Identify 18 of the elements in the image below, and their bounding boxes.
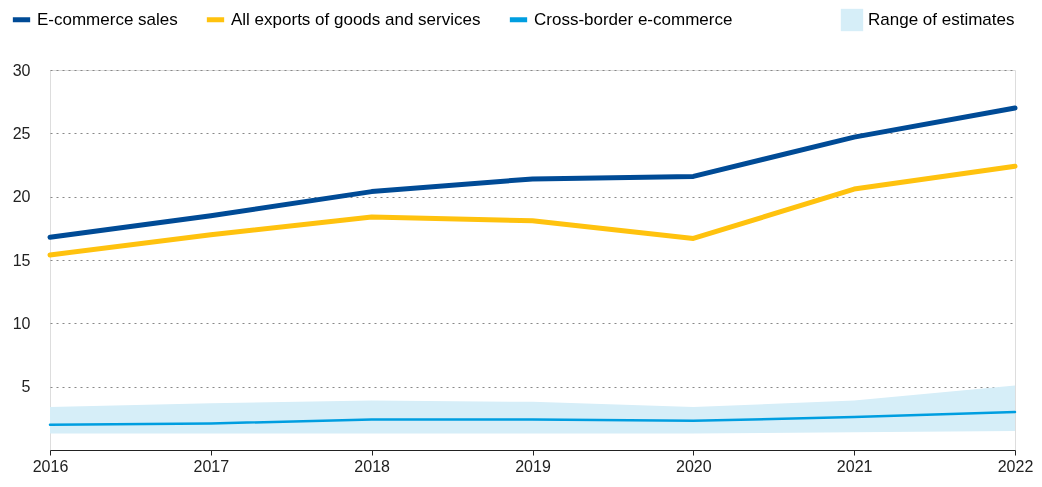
y-tick-label: 15 bbox=[12, 251, 31, 269]
line-series bbox=[48, 410, 1017, 426]
legend-label: All exports of goods and services bbox=[231, 9, 481, 29]
y-tick-label: 30 bbox=[12, 61, 31, 79]
legend-label: Range of estimates bbox=[868, 10, 1015, 29]
y-tick-label: 5 bbox=[21, 378, 31, 396]
x-tick-label: 2021 bbox=[836, 457, 873, 475]
x-tick-label: 2017 bbox=[193, 457, 230, 475]
y-tick-label: 25 bbox=[12, 124, 31, 142]
y-tick-label: 20 bbox=[12, 188, 31, 206]
y-tick-label: 10 bbox=[12, 314, 31, 332]
legend-label: Cross-border e-commerce bbox=[534, 9, 733, 29]
x-tick-label: 2022 bbox=[997, 457, 1034, 475]
legend-label: E-commerce sales bbox=[37, 9, 178, 29]
x-tick-label: 2020 bbox=[676, 457, 712, 475]
x-tick-label: 2018 bbox=[354, 457, 391, 475]
x-tick-label: 2016 bbox=[32, 457, 69, 475]
x-tick-label: 2019 bbox=[515, 457, 551, 475]
